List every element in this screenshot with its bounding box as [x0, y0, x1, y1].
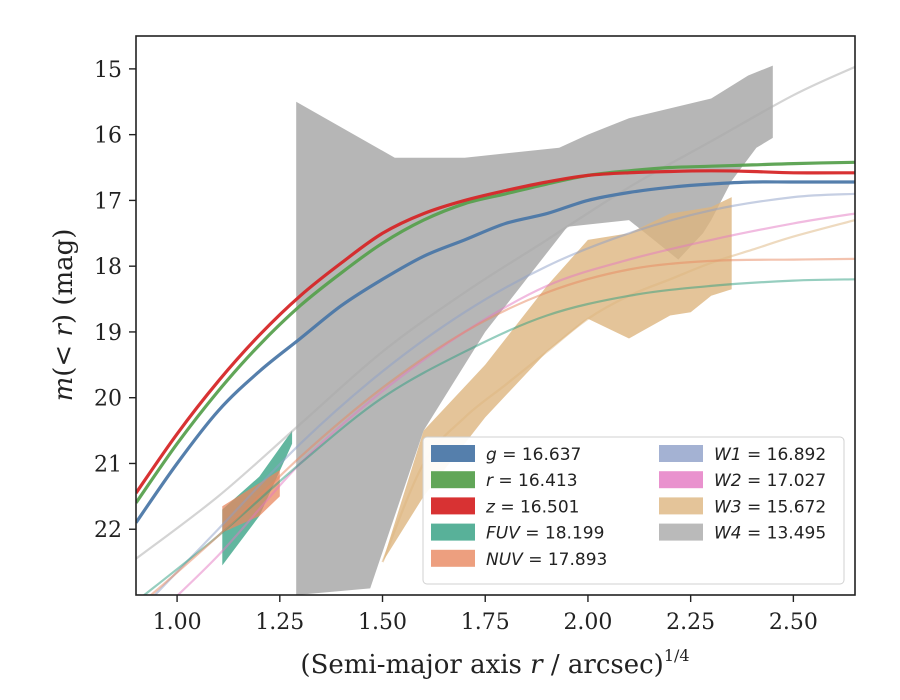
series-line-w1 [153, 192, 855, 595]
legend-label-nuv: NUV = 17.893 [486, 550, 607, 570]
x-tick-label: 1.00 [153, 610, 202, 635]
x-axis-label-close: / arcsec) [543, 650, 664, 680]
y-tick-label: 19 [94, 321, 122, 346]
legend-box [422, 436, 845, 585]
y-tick-label: 21 [94, 452, 122, 477]
plot-frame [135, 35, 856, 596]
legend: g = 16.637 r = 16.413 z = 16.501 FUV = 18.1… [422, 436, 845, 585]
legend-label-w3: W3 = 15.672 [714, 497, 826, 517]
x-tick-label: 1.50 [358, 610, 407, 635]
y-tick-label: 15 [94, 58, 122, 83]
x-tick-label: 1.25 [255, 610, 304, 635]
legend-swatch-r [431, 471, 475, 489]
legend-swatch-w2 [659, 471, 703, 489]
legend-label-w4: W4 = 13.495 [714, 524, 826, 544]
legend-label-w2: W2 = 17.027 [714, 471, 826, 491]
y-tick-label: 20 [94, 387, 122, 412]
y-tick-label: 16 [94, 124, 122, 149]
series-line-r [136, 160, 855, 504]
y-tick-label: 17 [94, 189, 122, 214]
legend-swatch-w3 [659, 497, 703, 515]
legend-label-z: z = 16.501 [485, 497, 579, 517]
x-tick-label: 2.25 [666, 610, 715, 635]
legend-label-g: g = 16.637 [486, 445, 581, 465]
x-tick-label: 2.00 [563, 610, 612, 635]
x-axis-label: (Semi-major axis r / arcsec)1/4 [300, 646, 689, 680]
y-axis-label-open: (< [49, 337, 79, 377]
legend-swatch-w4 [659, 523, 703, 541]
legend-swatch-w1 [659, 445, 703, 462]
x-axis-ticks: 1.00 1.25 1.50 1.75 2.00 2.25 2.50 [153, 595, 818, 635]
y-axis-label: m(< r) (mag) [49, 229, 79, 402]
legend-swatch-z [431, 497, 475, 515]
legend-label-r: r = 16.413 [486, 471, 578, 491]
series-line-fuv [142, 278, 855, 595]
band-w4-band [296, 65, 773, 595]
series-line-nuv [149, 257, 855, 595]
legend-swatch-fuv [431, 523, 475, 541]
series-line-z [136, 169, 855, 495]
x-axis-label-exponent: 1/4 [664, 646, 690, 665]
y-tick-label: 22 [94, 518, 122, 543]
y-axis-label-m: m [49, 377, 79, 402]
legend-swatch-nuv [431, 549, 475, 567]
legend-swatch-g [431, 445, 475, 462]
y-axis-label-r: r [49, 323, 79, 337]
series-line-w3 [381, 219, 855, 563]
x-tick-label: 2.50 [769, 610, 818, 635]
series-line-g [136, 180, 855, 524]
legend-label-fuv: FUV = 18.199 [486, 524, 604, 544]
y-axis-label-close: ) (mag) [49, 229, 79, 325]
series-lines [136, 65, 855, 595]
series-line-w4 [136, 65, 855, 560]
x-tick-label: 1.75 [461, 610, 510, 635]
y-axis-ticks: 15 16 17 18 19 20 21 22 [94, 58, 136, 543]
y-tick-label: 18 [94, 255, 122, 280]
x-axis-label-var: r [530, 650, 544, 680]
x-axis-label-open: (Semi-major axis [300, 650, 530, 680]
legend-label-w1: W1 = 16.892 [714, 445, 826, 465]
